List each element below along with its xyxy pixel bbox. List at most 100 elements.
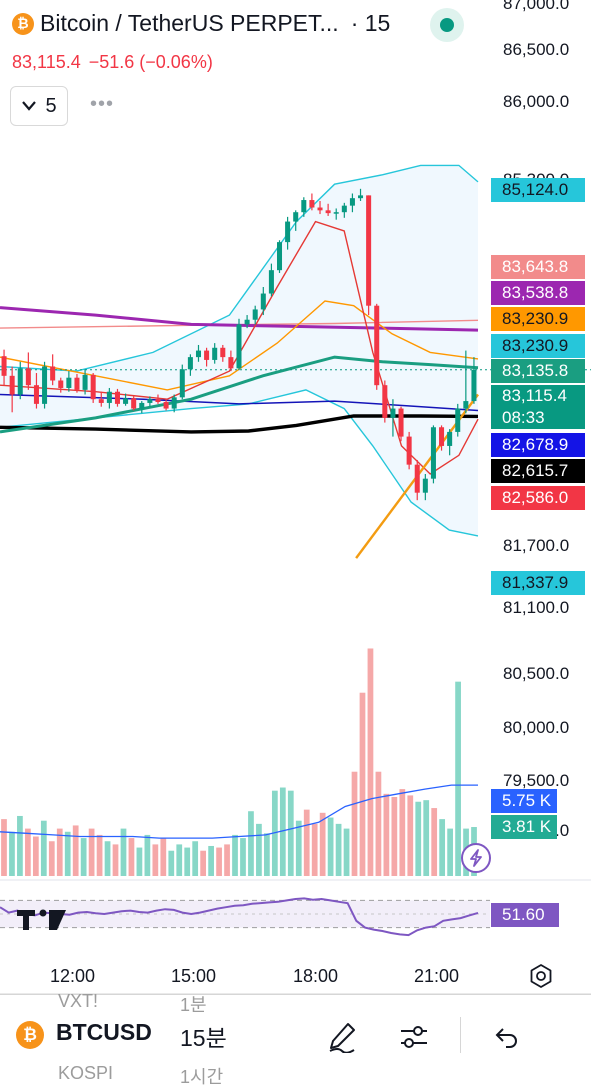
indicator-value-tag: 82,678.9 xyxy=(491,433,585,457)
volume-bar xyxy=(32,836,39,876)
candle-body xyxy=(17,368,23,395)
volume-bar xyxy=(40,820,47,876)
candle-body xyxy=(82,374,88,390)
price-summary: 83,115.4 −51.6 (−0.06%) xyxy=(12,52,213,73)
volume-bar xyxy=(96,834,103,876)
candle-body xyxy=(439,427,445,446)
volume-bar xyxy=(176,844,183,876)
volume-bar xyxy=(351,771,358,876)
volume-bar xyxy=(56,828,63,876)
bottom-toolbar: VXT! 1분 ₿ BTCUSD 15분 KOSPI 1시간 xyxy=(0,991,591,1087)
candle-body xyxy=(382,385,388,418)
candle-body xyxy=(123,398,129,404)
candle-body xyxy=(171,397,177,409)
volume-ma-line xyxy=(0,784,478,839)
volume-bar xyxy=(303,809,310,876)
ma-green-line xyxy=(0,355,479,434)
candle-body xyxy=(42,366,48,404)
candle-body xyxy=(244,319,250,325)
candle-body xyxy=(236,324,242,369)
indicators-toggle-button[interactable]: 5 xyxy=(10,86,68,126)
price-change: −51.6 (−0.06%) xyxy=(88,52,213,72)
volume-bar xyxy=(447,828,453,876)
rsi-line xyxy=(0,897,479,937)
volume-bar xyxy=(224,844,230,876)
last-price: 83,115.4 xyxy=(12,52,81,72)
candle-body xyxy=(9,375,15,395)
more-options-icon[interactable]: ••• xyxy=(90,93,115,115)
volume-value-tag: 3.81 K xyxy=(491,815,557,839)
candle-body xyxy=(179,369,185,398)
volume-bar xyxy=(208,845,214,876)
ema-orange-line xyxy=(0,300,479,391)
indicator-value-tag: 81,337.9 xyxy=(491,571,585,595)
candle-body xyxy=(317,207,323,211)
volume-bar xyxy=(25,828,31,876)
tradingview-logo xyxy=(17,909,66,930)
volume-bar xyxy=(128,838,135,876)
candle-body xyxy=(204,350,210,360)
symbol-selector[interactable]: BTCUSD xyxy=(56,1019,152,1045)
candle-body xyxy=(212,347,218,360)
price-axis-label: 87,000.0 xyxy=(503,0,570,13)
indicator-value-tag: 83,135.8 xyxy=(491,359,585,383)
ghost-interval-next: 1시간 xyxy=(180,1067,224,1087)
candle-body xyxy=(58,380,64,388)
candle-body xyxy=(147,399,153,403)
volume-bar xyxy=(383,793,390,876)
candle-body xyxy=(195,350,202,358)
volume-bar xyxy=(9,831,15,876)
candle-body xyxy=(447,431,453,446)
volume-bar xyxy=(48,841,55,876)
bar-countdown: 08:33 xyxy=(502,408,545,427)
volume-bar xyxy=(391,797,398,876)
volume-bar xyxy=(184,847,191,876)
volume-bar xyxy=(295,820,302,876)
volume-bar xyxy=(359,692,366,876)
symbol-title[interactable]: ₿ Bitcoin / TetherUS PERPET... · 15 xyxy=(12,10,390,37)
settings-icon[interactable] xyxy=(527,962,555,990)
candle-body xyxy=(114,391,120,404)
volume-value-tag: 5.75 K xyxy=(491,789,557,813)
candle-body xyxy=(187,357,193,370)
drawing-pen-icon[interactable] xyxy=(326,1021,358,1053)
volume-bar xyxy=(407,795,414,876)
volume-bar xyxy=(327,817,334,876)
price-axis-label: 79,500.0 xyxy=(503,771,570,790)
candle-body xyxy=(471,369,477,402)
volume-bar xyxy=(168,850,175,876)
price-axis-label: 80,000.0 xyxy=(503,718,570,737)
volume-bar xyxy=(375,771,382,876)
candle-body xyxy=(139,402,145,409)
candles xyxy=(1,188,477,501)
candle-body xyxy=(33,385,39,404)
candle-body xyxy=(406,436,412,465)
candle-body xyxy=(325,210,331,214)
volume-bar xyxy=(256,823,262,876)
indicator-settings-icon[interactable] xyxy=(398,1021,430,1053)
volume-bar xyxy=(160,838,167,876)
candle-body xyxy=(301,200,307,213)
volume-bar xyxy=(343,828,350,876)
volume-bar xyxy=(112,844,119,876)
volume-bar xyxy=(248,811,254,876)
candle-body xyxy=(260,293,266,310)
candle-body xyxy=(285,221,291,243)
volume-bar xyxy=(287,790,294,876)
live-status-icon[interactable] xyxy=(430,8,464,42)
price-axis-label: 86,500.0 xyxy=(503,40,570,59)
undo-icon[interactable] xyxy=(490,1021,522,1053)
volume-bar xyxy=(439,819,446,876)
volume-bar xyxy=(240,838,246,876)
interval-suffix: · 15 xyxy=(350,10,391,36)
volume-bar xyxy=(80,838,87,876)
volume-bar xyxy=(232,834,238,876)
alert-bolt-icon[interactable] xyxy=(461,843,491,873)
indicator-value-tag: 83,538.8 xyxy=(491,281,585,305)
volume-bar xyxy=(431,808,438,876)
candle-body xyxy=(463,401,469,409)
volume-bar xyxy=(17,815,23,876)
interval-selector[interactable]: 15분 xyxy=(180,1025,227,1051)
candle-body xyxy=(358,195,364,199)
chevron-down-icon xyxy=(22,101,37,111)
